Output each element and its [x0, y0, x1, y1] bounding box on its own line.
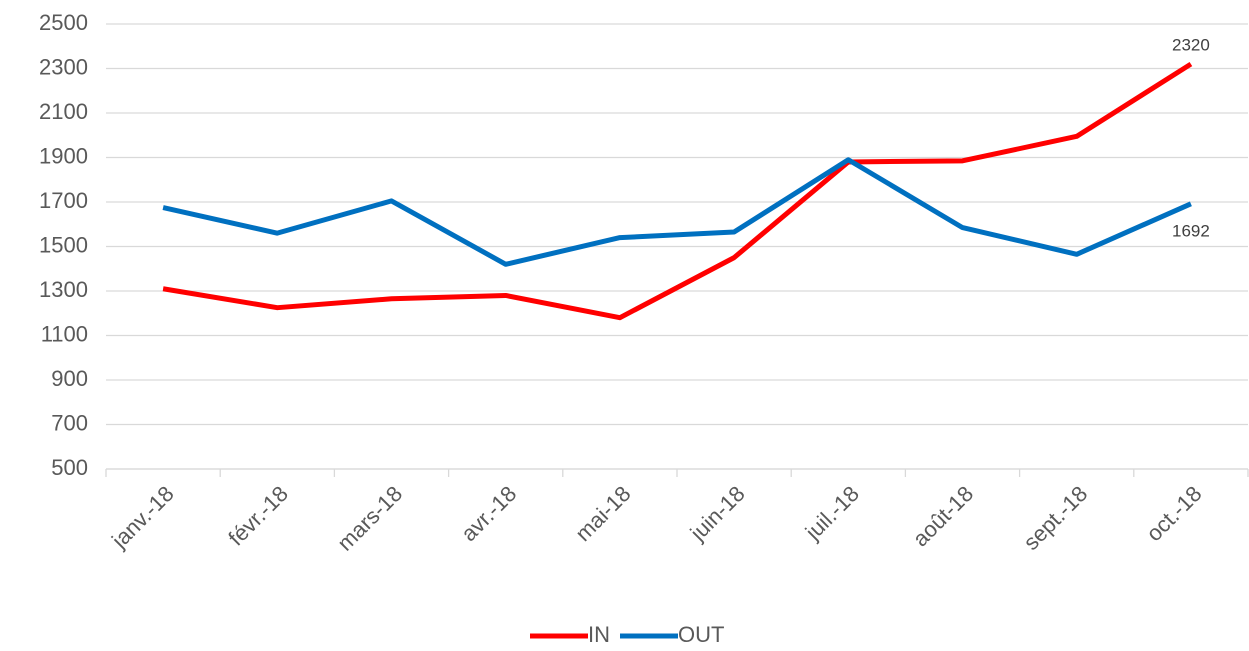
- series-line: [162, 61, 1193, 321]
- x-tick-label: févr.-18: [223, 481, 293, 551]
- x-tick-label: sept.-18: [1018, 481, 1092, 555]
- y-tick-label: 500: [51, 455, 88, 480]
- x-tick-label: janv.-18: [106, 481, 179, 554]
- x-tick-label: oct.-18: [1141, 481, 1206, 546]
- y-tick-label: 1100: [41, 321, 88, 346]
- legend-label: IN: [588, 622, 610, 647]
- x-tick-label: juil.-18: [800, 481, 864, 545]
- x-tick-label: juin-18: [685, 481, 750, 546]
- y-tick-label: 2300: [39, 54, 88, 79]
- y-tick-label: 1700: [39, 188, 88, 213]
- y-tick-label: 900: [51, 366, 88, 391]
- data-label: 2320: [1172, 36, 1210, 55]
- y-tick-label: 700: [51, 410, 88, 435]
- y-tick-label: 1900: [39, 143, 88, 168]
- y-tick-label: 1500: [39, 232, 88, 257]
- x-tick-label: mai-18: [570, 481, 635, 546]
- x-tick-label: août-18: [908, 481, 978, 551]
- series-line: [162, 157, 1192, 267]
- data-label: 1692: [1172, 221, 1210, 240]
- x-tick-label: avr.-18: [456, 481, 521, 546]
- y-tick-label: 2500: [39, 10, 88, 35]
- legend-label: OUT: [678, 622, 724, 647]
- y-tick-label: 1300: [39, 277, 88, 302]
- x-tick-label: mars-18: [332, 481, 407, 556]
- y-tick-label: 2100: [39, 99, 88, 124]
